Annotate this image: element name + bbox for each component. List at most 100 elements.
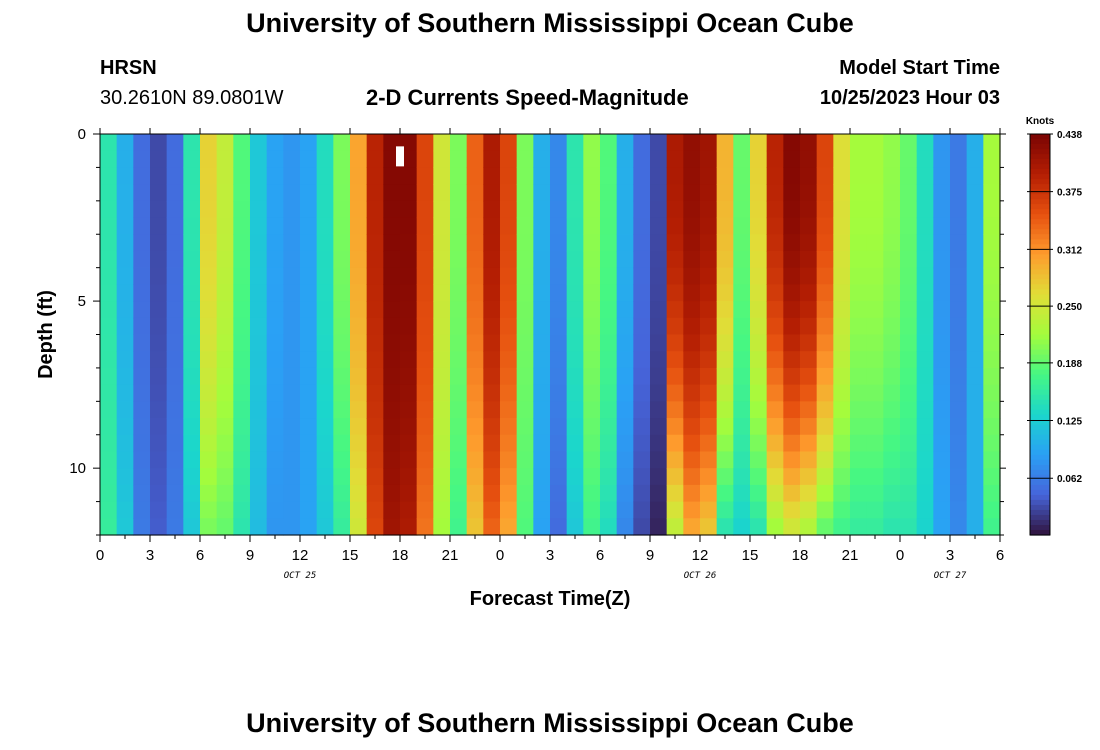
heatmap-cell xyxy=(816,501,834,519)
heatmap-cell xyxy=(966,200,984,219)
heatmap-cell xyxy=(150,451,168,469)
heatmap-cell xyxy=(983,351,1001,369)
heatmap-cell xyxy=(900,501,918,519)
heatmap-cell xyxy=(200,484,218,503)
heatmap-cell xyxy=(566,267,584,285)
heatmap-cell xyxy=(500,367,518,386)
heatmap-cell xyxy=(316,217,334,235)
heatmap-cell xyxy=(650,418,668,436)
heatmap-cell xyxy=(733,184,751,202)
heatmap-cell xyxy=(750,200,768,219)
heatmap-cell xyxy=(416,167,434,185)
heatmap-cell xyxy=(716,501,734,519)
heatmap-cell xyxy=(133,418,151,436)
heatmap-cell xyxy=(866,317,884,336)
heatmap-cell xyxy=(750,484,768,503)
heatmap-cell xyxy=(516,217,534,235)
heatmap-cell xyxy=(183,367,201,386)
heatmap-cell xyxy=(316,384,334,402)
heatmap-cell xyxy=(333,184,351,202)
heatmap-cell xyxy=(883,418,901,436)
heatmap-cell xyxy=(550,150,568,169)
heatmap-cell xyxy=(216,250,234,269)
heatmap-cell xyxy=(433,217,451,235)
heatmap-cell xyxy=(533,184,551,202)
heatmap-cell xyxy=(400,317,418,336)
colorbar-segment xyxy=(1030,214,1050,220)
heatmap-cell xyxy=(683,334,701,352)
heatmap-cell xyxy=(983,484,1001,503)
heatmap-cell xyxy=(816,167,834,185)
heatmap-cell xyxy=(816,250,834,269)
heatmap-cell xyxy=(566,434,584,453)
heatmap-cell xyxy=(666,501,684,519)
heatmap-cell xyxy=(850,518,868,536)
heatmap-cell xyxy=(216,451,234,469)
heatmap-cell xyxy=(100,468,118,486)
y-tick-label: 10 xyxy=(69,460,86,477)
colorbar-segment xyxy=(1030,414,1050,421)
colorbar-segment xyxy=(1030,489,1050,496)
heatmap-cell xyxy=(300,184,318,202)
heatmap-cell xyxy=(950,418,968,436)
heatmap-cell xyxy=(750,184,768,202)
heatmap-cell xyxy=(533,451,551,469)
heatmap-cell xyxy=(916,134,934,152)
heatmap-cell xyxy=(550,234,568,252)
heatmap-cell xyxy=(166,167,184,185)
heatmap-cell xyxy=(616,184,634,202)
heatmap-cell xyxy=(933,501,951,519)
colorbar-segment xyxy=(1030,234,1050,240)
heatmap-cell xyxy=(516,384,534,402)
heatmap-cell xyxy=(750,234,768,252)
heatmap-cell xyxy=(466,468,484,486)
heatmap-cell xyxy=(150,384,168,402)
heatmap-cell xyxy=(200,217,218,235)
heatmap-cell xyxy=(700,134,718,152)
heatmap-cell xyxy=(133,150,151,169)
heatmap-cell xyxy=(750,501,768,519)
heatmap-cell xyxy=(833,367,851,386)
heatmap-cell xyxy=(733,301,751,319)
heatmap-cell xyxy=(316,501,334,519)
heatmap-cell xyxy=(383,367,401,386)
heatmap-cell xyxy=(100,434,118,453)
colorbar-segment xyxy=(1030,354,1050,361)
heatmap-cell xyxy=(350,134,368,152)
heatmap-cell xyxy=(166,434,184,453)
heatmap-cell xyxy=(766,267,784,285)
heatmap-cell xyxy=(533,501,551,519)
heatmap-cell xyxy=(300,217,318,235)
heatmap-cell xyxy=(400,150,418,169)
heatmap-cell xyxy=(783,301,801,319)
heatmap-cell xyxy=(483,267,501,285)
colorbar-segment xyxy=(1030,494,1050,501)
heatmap-cell xyxy=(166,301,184,319)
heatmap-cell xyxy=(683,234,701,252)
heatmap-cell xyxy=(516,334,534,352)
heatmap-cell xyxy=(316,451,334,469)
heatmap-cell xyxy=(850,284,868,302)
heatmap-cell xyxy=(983,167,1001,185)
heatmap-cell xyxy=(450,150,468,169)
heatmap-cell xyxy=(800,418,818,436)
heatmap-cell xyxy=(516,284,534,302)
heatmap-cell xyxy=(500,284,518,302)
heatmap-cell xyxy=(633,384,651,402)
heatmap-cell xyxy=(150,167,168,185)
heatmap-cell xyxy=(800,334,818,352)
heatmap-cell xyxy=(266,484,284,503)
heatmap-cell xyxy=(900,434,918,453)
heatmap-cell xyxy=(566,501,584,519)
heatmap-cell xyxy=(233,518,251,536)
heatmap-cell xyxy=(716,301,734,319)
heatmap-cell xyxy=(100,351,118,369)
heatmap-cell xyxy=(250,351,268,369)
heatmap-cell xyxy=(566,134,584,152)
heatmap-cell xyxy=(366,234,384,252)
heatmap-cell xyxy=(583,200,601,219)
heatmap-cell xyxy=(983,150,1001,169)
heatmap-cell xyxy=(333,267,351,285)
heatmap-cell xyxy=(116,334,134,352)
heatmap-cell xyxy=(816,401,834,419)
